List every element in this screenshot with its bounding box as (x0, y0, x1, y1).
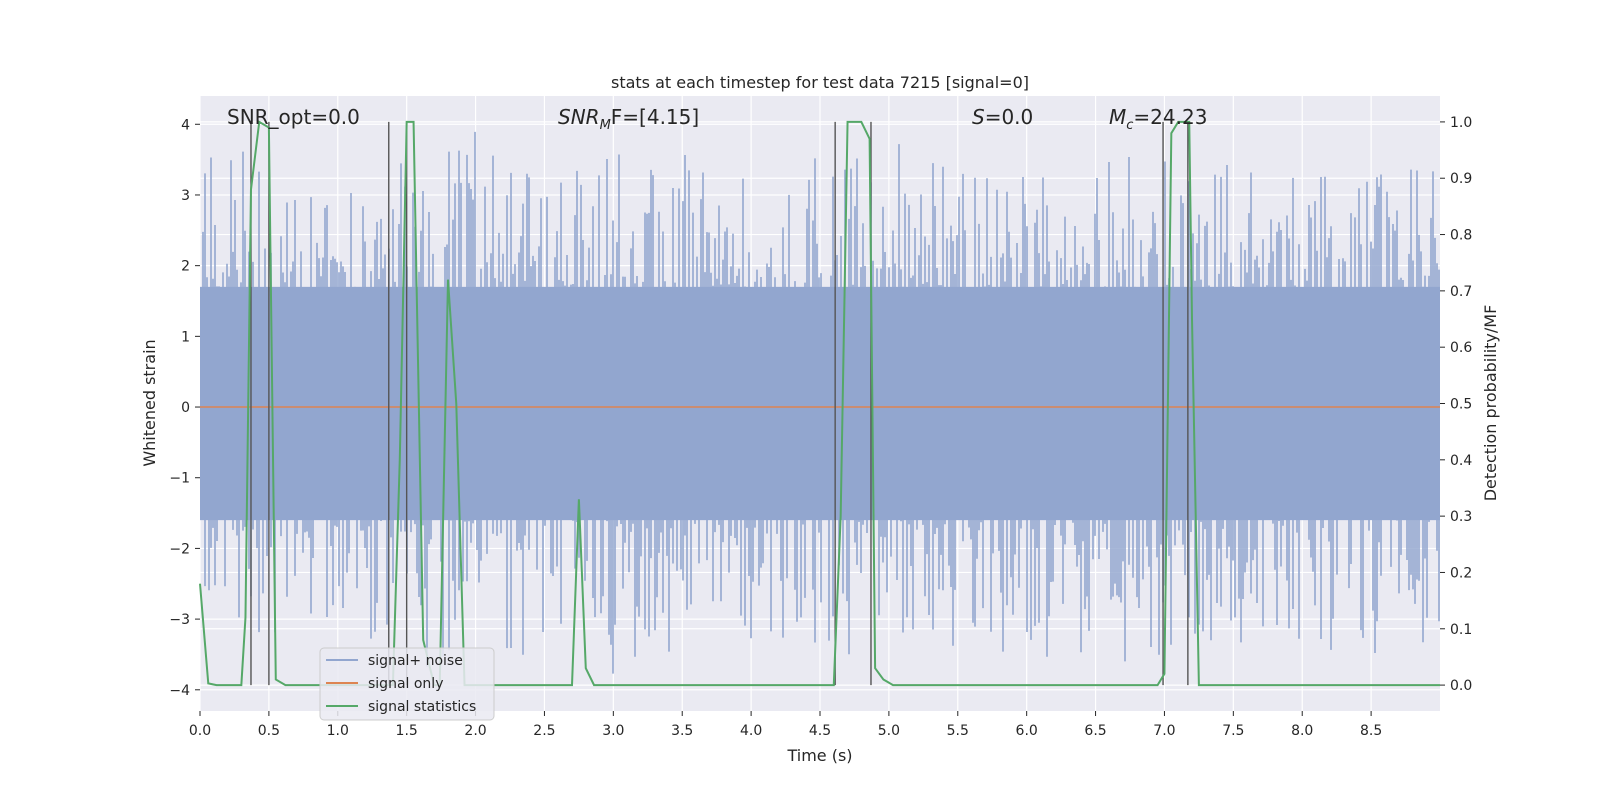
y2-tick-label: 0.1 (1450, 622, 1472, 638)
y-tick-label: 4 (181, 117, 190, 133)
y2-ticks: 1.0 0.9 0.8 0.7 0.6 0.5 0.4 0.3 0.2 0.1 0.0 (1440, 115, 1472, 694)
y-ticks: 4 3 2 1 0 −1 −2 −3 −4 (169, 117, 200, 699)
x-tick-label: 4.5 (809, 723, 831, 739)
signal-statistics-line (199, 120, 1440, 687)
noise-core-band (200, 286, 1440, 521)
y-tick-label: −3 (169, 612, 190, 628)
annotation-snr-mf: SNRMF=[4.15] (558, 105, 699, 133)
y-tick-label: 3 (181, 188, 190, 204)
legend-label-noise: signal+ noise (368, 653, 463, 669)
legend-label-signal-only: signal only (368, 676, 443, 692)
x-axis-label: Time (s) (786, 746, 852, 765)
y2-tick-label: 0.7 (1450, 284, 1472, 300)
legend-box (319, 647, 495, 721)
x-tick-label: 1.0 (327, 723, 349, 739)
legend: signal+ noise signal only signal statist… (319, 647, 495, 721)
chart-title: stats at each timestep for test data 721… (611, 73, 1029, 92)
y-tick-label: −1 (169, 471, 190, 487)
x-tick-label: 0.0 (189, 723, 211, 739)
annotation-mc: Mc=24.23 (1109, 105, 1207, 133)
y2-tick-label: 1.0 (1450, 115, 1472, 131)
x-tick-label: 0.5 (258, 723, 280, 739)
y-tick-label: −2 (169, 541, 190, 557)
y2-tick-label: 0.3 (1450, 509, 1472, 525)
annotation-snr-opt: SNR_opt=0.0 (227, 105, 360, 129)
x-tick-label: 2.0 (464, 723, 486, 739)
y-tick-label: 0 (181, 400, 190, 416)
y-axis-label: Whitened strain (140, 339, 159, 466)
y2-tick-label: 0.6 (1450, 340, 1472, 356)
y2-tick-label: 0.0 (1450, 678, 1472, 694)
x-ticks: 0.0 0.5 1.0 1.5 2.0 2.5 3.0 3.5 4.0 4.5 5.0 5.5 6.0 6… (189, 711, 1382, 739)
x-tick-label: 2.5 (533, 723, 555, 739)
y2-tick-label: 0.9 (1450, 171, 1472, 187)
x-tick-label: 4.0 (740, 723, 762, 739)
x-tick-label: 7.0 (1153, 723, 1175, 739)
x-tick-label: 5.0 (878, 723, 900, 739)
y2-tick-label: 0.4 (1450, 453, 1472, 469)
x-tick-label: 6.5 (1084, 723, 1106, 739)
y2-tick-label: 0.2 (1450, 565, 1472, 581)
x-tick-label: 1.5 (396, 723, 418, 739)
x-tick-label: 3.5 (671, 723, 693, 739)
x-tick-label: 7.5 (1222, 723, 1244, 739)
y-tick-label: 1 (181, 329, 190, 345)
x-tick-label: 8.0 (1291, 723, 1313, 739)
y2-tick-label: 0.8 (1450, 228, 1472, 244)
y-tick-label: −4 (169, 683, 190, 699)
y2-tick-label: 0.5 (1450, 397, 1472, 413)
x-tick-label: 5.5 (947, 723, 969, 739)
annotation-s: S=0.0 (972, 105, 1033, 129)
legend-label-statistics: signal statistics (368, 699, 476, 715)
y2-axis-label: Detection probability/MF (1481, 305, 1500, 502)
y-tick-label: 2 (181, 259, 190, 275)
x-tick-label: 6.0 (1016, 723, 1038, 739)
x-tick-label: 8.5 (1360, 723, 1382, 739)
x-tick-label: 3.0 (602, 723, 624, 739)
